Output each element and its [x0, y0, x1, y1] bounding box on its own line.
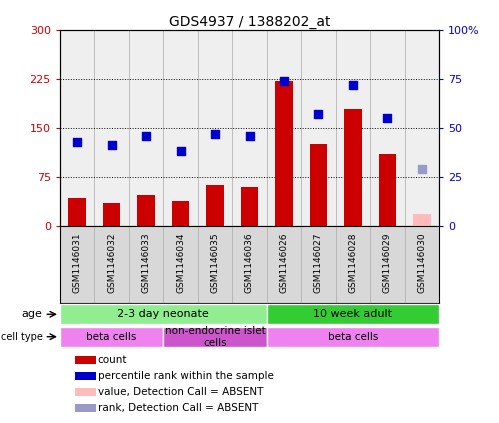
- Bar: [163, 327, 267, 347]
- Text: GSM1146032: GSM1146032: [107, 232, 116, 293]
- Point: [177, 148, 185, 155]
- Text: 2-3 day neonate: 2-3 day neonate: [117, 309, 209, 319]
- Point: [73, 138, 81, 145]
- Bar: [75, 356, 96, 364]
- Point: [108, 142, 116, 149]
- Bar: [344, 110, 362, 226]
- Text: cell type: cell type: [1, 332, 42, 342]
- Bar: [267, 304, 439, 324]
- Text: value, Detection Call = ABSENT: value, Detection Call = ABSENT: [98, 387, 263, 397]
- Bar: [207, 185, 224, 226]
- Bar: [301, 30, 336, 226]
- Bar: [198, 30, 232, 226]
- Bar: [137, 195, 155, 226]
- Point: [418, 166, 426, 173]
- Bar: [413, 214, 431, 226]
- Bar: [310, 144, 327, 226]
- Bar: [267, 30, 301, 226]
- Text: GSM1146030: GSM1146030: [417, 232, 426, 293]
- Text: GSM1146029: GSM1146029: [383, 232, 392, 293]
- Bar: [267, 327, 439, 347]
- Point: [349, 81, 357, 88]
- Bar: [232, 30, 267, 226]
- Text: rank, Detection Call = ABSENT: rank, Detection Call = ABSENT: [98, 403, 258, 413]
- Bar: [172, 201, 189, 226]
- Point: [383, 115, 391, 121]
- Bar: [94, 30, 129, 226]
- Text: non-endocrine islet
cells: non-endocrine islet cells: [165, 326, 265, 348]
- Bar: [405, 30, 439, 226]
- Bar: [103, 203, 120, 226]
- Point: [142, 132, 150, 139]
- Text: GSM1146036: GSM1146036: [245, 232, 254, 293]
- Bar: [129, 30, 163, 226]
- Text: GSM1146028: GSM1146028: [348, 232, 357, 293]
- Text: count: count: [98, 355, 127, 365]
- Text: GSM1146027: GSM1146027: [314, 232, 323, 293]
- Bar: [60, 30, 94, 226]
- Bar: [336, 30, 370, 226]
- Text: beta cells: beta cells: [86, 332, 137, 342]
- Bar: [241, 187, 258, 226]
- Text: GSM1146031: GSM1146031: [73, 232, 82, 293]
- Bar: [75, 404, 96, 412]
- Text: GSM1146033: GSM1146033: [142, 232, 151, 293]
- Text: percentile rank within the sample: percentile rank within the sample: [98, 371, 273, 381]
- Text: age: age: [22, 309, 42, 319]
- Text: beta cells: beta cells: [328, 332, 378, 342]
- Bar: [379, 154, 396, 226]
- Bar: [60, 327, 163, 347]
- Point: [211, 130, 219, 137]
- Point: [280, 77, 288, 84]
- Point: [314, 111, 322, 118]
- Bar: [75, 388, 96, 396]
- Text: 10 week adult: 10 week adult: [313, 309, 392, 319]
- Bar: [370, 30, 405, 226]
- Text: GSM1146035: GSM1146035: [211, 232, 220, 293]
- Bar: [68, 198, 86, 226]
- Bar: [163, 30, 198, 226]
- Point: [246, 132, 253, 139]
- Bar: [75, 372, 96, 379]
- Bar: [275, 81, 292, 226]
- Bar: [60, 304, 267, 324]
- Text: GSM1146034: GSM1146034: [176, 232, 185, 293]
- Title: GDS4937 / 1388202_at: GDS4937 / 1388202_at: [169, 14, 330, 29]
- Text: GSM1146026: GSM1146026: [279, 232, 288, 293]
